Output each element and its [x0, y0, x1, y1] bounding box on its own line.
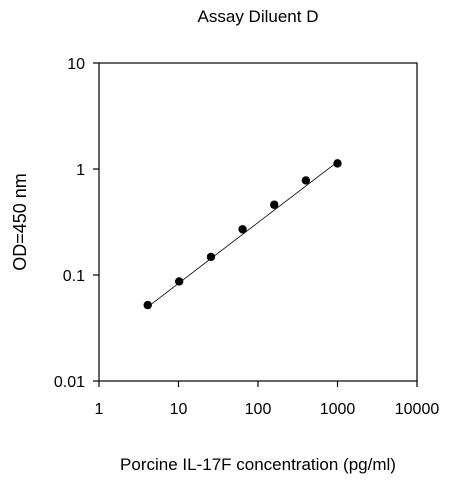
data-point	[333, 159, 342, 168]
x-tick-label: 100	[245, 401, 272, 418]
x-axis-ticks: 1 10 100 1000 10000	[95, 381, 440, 418]
data-point	[301, 176, 311, 185]
data-point	[143, 300, 152, 310]
x-tick-label: 10	[170, 401, 188, 418]
x-axis-label: Porcine IL-17F concentration (pg/ml)	[120, 455, 396, 474]
data-points	[143, 159, 342, 310]
y-axis-ticks: 0.01 0.1 1 10	[54, 56, 99, 391]
x-tick-label: 10000	[395, 401, 440, 418]
data-point	[206, 252, 216, 262]
trend-line	[147, 161, 338, 308]
y-tick-label: 1	[76, 162, 85, 179]
plot-frame	[98, 62, 418, 382]
chart-title: Assay Diluent D	[198, 7, 319, 26]
y-tick-label: 0.1	[63, 268, 85, 285]
y-axis-label: OD=450 nm	[10, 173, 30, 271]
x-tick-label: 1	[95, 401, 104, 418]
trendline-group	[147, 161, 338, 308]
data-point	[174, 277, 184, 286]
data-point	[238, 225, 247, 234]
y-tick-label: 0.01	[54, 374, 85, 391]
y-tick-label: 10	[67, 56, 85, 73]
x-tick-label: 1000	[320, 401, 356, 418]
data-point	[270, 200, 279, 209]
